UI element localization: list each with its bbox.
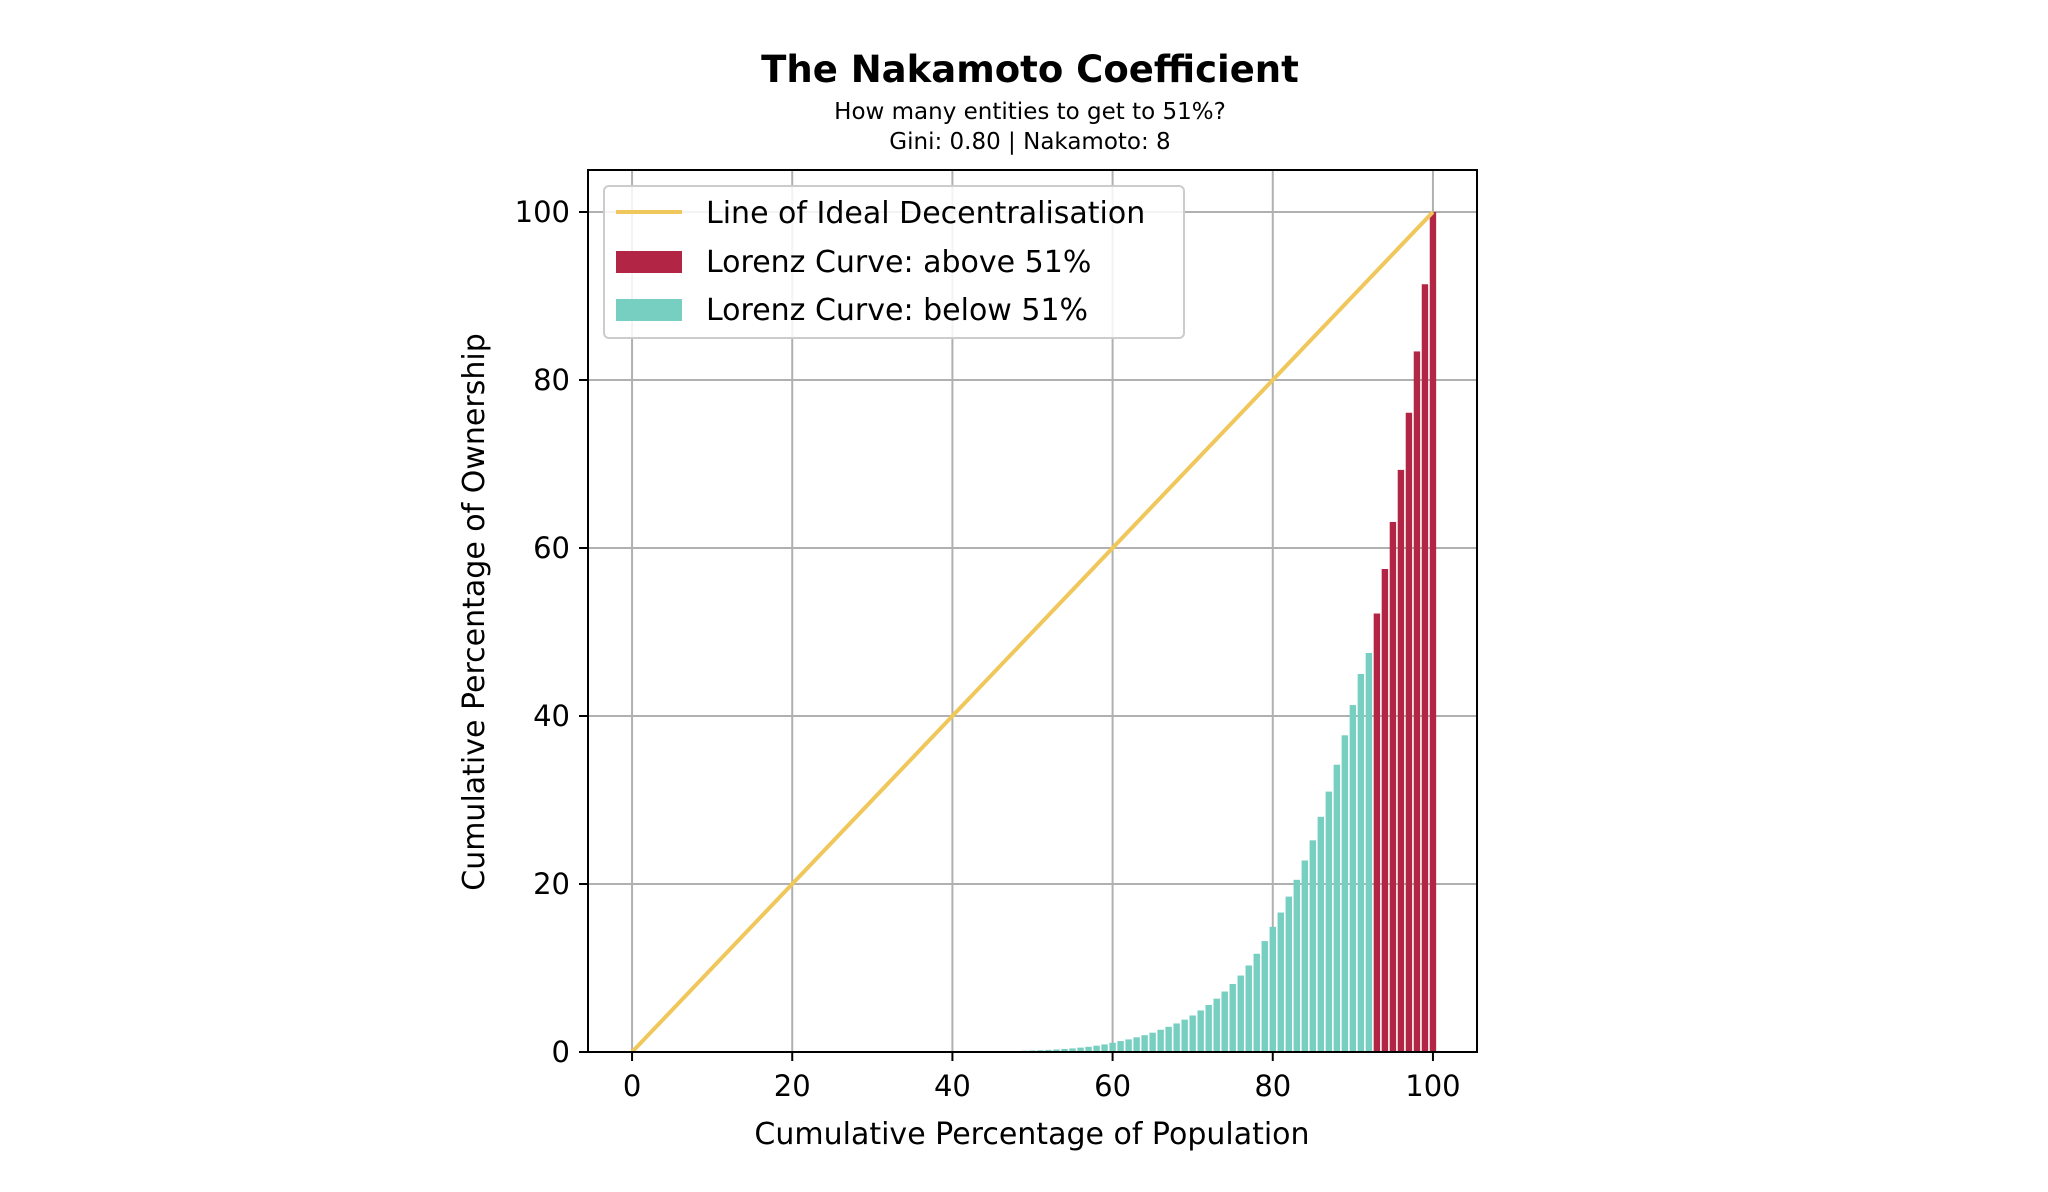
bar-below-51 bbox=[1165, 1026, 1172, 1052]
bar-below-51 bbox=[1061, 1048, 1068, 1052]
chart-title: The Nakamoto Coefficient bbox=[761, 48, 1299, 91]
bar-below-51 bbox=[1325, 791, 1333, 1052]
y-tick-label: 20 bbox=[533, 867, 570, 901]
bar-below-51 bbox=[1229, 983, 1236, 1052]
bar-below-51 bbox=[1117, 1041, 1124, 1052]
bar-above-51 bbox=[1405, 412, 1413, 1052]
bar-below-51 bbox=[1309, 840, 1317, 1052]
bar-below-51 bbox=[1277, 912, 1284, 1052]
bar-below-51 bbox=[1125, 1039, 1132, 1052]
bar-below-51 bbox=[1093, 1045, 1100, 1052]
plot-frame bbox=[587, 169, 1478, 1053]
bar-below-51 bbox=[1245, 965, 1252, 1052]
bar-below-51 bbox=[1301, 860, 1309, 1052]
bar-below-51 bbox=[1173, 1023, 1180, 1052]
ideal-decentralisation-line bbox=[630, 210, 1435, 1054]
legend-label-above: Lorenz Curve: above 51% bbox=[706, 245, 1091, 280]
bar-below-51 bbox=[1149, 1032, 1156, 1052]
legend-swatch-below bbox=[616, 299, 682, 321]
y-tick-label: 40 bbox=[533, 699, 570, 733]
bars-layer bbox=[1005, 212, 1437, 1052]
bar-below-51 bbox=[1269, 926, 1276, 1052]
bar-below-51 bbox=[1293, 879, 1301, 1052]
bar-below-51 bbox=[1253, 953, 1260, 1052]
bar-below-51 bbox=[1349, 705, 1357, 1052]
bar-below-51 bbox=[1109, 1042, 1116, 1052]
bar-below-51 bbox=[1197, 1010, 1204, 1052]
bar-above-51 bbox=[1389, 521, 1397, 1052]
bar-below-51 bbox=[1133, 1037, 1140, 1052]
x-tick-label: 100 bbox=[1405, 1069, 1460, 1103]
bar-below-51 bbox=[1365, 653, 1373, 1052]
bar-below-51 bbox=[1213, 998, 1220, 1052]
ticks-layer: 0 20 40 60 80 100 0 20 40 60 80 100 bbox=[515, 195, 1461, 1103]
bar-below-51 bbox=[1205, 1004, 1212, 1052]
legend-frame bbox=[603, 185, 1185, 339]
bar-above-51 bbox=[1397, 469, 1405, 1052]
legend: Line of Ideal Decentralisation Lorenz Cu… bbox=[603, 185, 1185, 339]
bar-below-51 bbox=[1317, 816, 1325, 1052]
y-tick-label: 100 bbox=[515, 195, 570, 229]
bar-below-51 bbox=[1085, 1046, 1092, 1052]
bar-below-51 bbox=[1069, 1048, 1076, 1052]
x-axis-label: Cumulative Percentage of Population bbox=[754, 1117, 1309, 1152]
bar-below-51 bbox=[1189, 1015, 1196, 1052]
legend-label-below: Lorenz Curve: below 51% bbox=[706, 293, 1088, 328]
bar-below-51 bbox=[1053, 1049, 1060, 1052]
bar-below-51 bbox=[1101, 1044, 1108, 1052]
bar-below-51 bbox=[1045, 1049, 1052, 1052]
y-tick-label: 60 bbox=[533, 531, 570, 565]
bar-below-51 bbox=[1221, 991, 1228, 1052]
x-tick-label: 0 bbox=[623, 1069, 641, 1103]
bar-below-51 bbox=[1357, 674, 1365, 1052]
bar-below-51 bbox=[1261, 941, 1268, 1052]
legend-label-ideal-line: Line of Ideal Decentralisation bbox=[706, 196, 1145, 231]
bar-below-51 bbox=[1333, 764, 1341, 1052]
bar-above-51 bbox=[1413, 351, 1421, 1052]
y-tick-label: 0 bbox=[552, 1035, 570, 1069]
chart-subtitle-line-2: Gini: 0.80 | Nakamoto: 8 bbox=[889, 129, 1170, 155]
bar-below-51 bbox=[1141, 1035, 1148, 1052]
bar-below-51 bbox=[1285, 896, 1292, 1052]
x-tick-label: 20 bbox=[774, 1069, 811, 1103]
bar-above-51 bbox=[1373, 613, 1381, 1052]
bar-below-51 bbox=[1341, 735, 1349, 1052]
chart-subtitle-line-1: How many entities to get to 51%? bbox=[834, 99, 1226, 125]
bar-below-51 bbox=[1157, 1029, 1164, 1052]
bar-below-51 bbox=[1077, 1047, 1084, 1052]
y-tick-label: 80 bbox=[533, 363, 570, 397]
bar-above-51 bbox=[1421, 284, 1429, 1052]
x-tick-label: 80 bbox=[1254, 1069, 1291, 1103]
x-tick-label: 60 bbox=[1094, 1069, 1131, 1103]
ideal-line-layer bbox=[630, 210, 1435, 1054]
x-tick-label: 40 bbox=[934, 1069, 971, 1103]
y-axis-label: Cumulative Percentage of Ownership bbox=[457, 333, 492, 891]
bar-above-51 bbox=[1381, 569, 1389, 1052]
bar-above-51 bbox=[1429, 212, 1437, 1052]
bar-below-51 bbox=[1181, 1019, 1188, 1052]
legend-swatch-above bbox=[616, 251, 682, 273]
bar-below-51 bbox=[1237, 975, 1244, 1052]
